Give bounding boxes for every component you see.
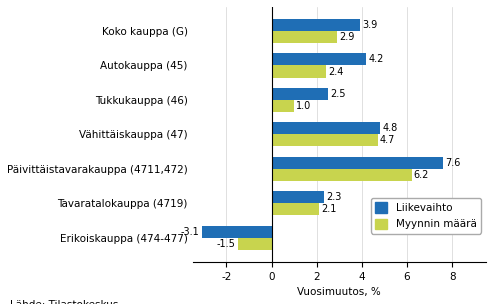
Bar <box>238 238 272 250</box>
Text: 4.2: 4.2 <box>369 54 384 64</box>
Bar <box>272 19 359 31</box>
Text: 1.0: 1.0 <box>296 101 312 111</box>
Text: 2.9: 2.9 <box>339 32 354 42</box>
Text: 4.7: 4.7 <box>380 135 395 145</box>
Text: Lähde: Tilastokeskus: Lähde: Tilastokeskus <box>10 300 118 304</box>
Text: 2.5: 2.5 <box>330 89 346 99</box>
Bar <box>272 31 337 43</box>
Bar <box>272 203 319 215</box>
Legend: Liikevaihto, Myynnin määrä: Liikevaihto, Myynnin määrä <box>371 198 481 233</box>
Text: 2.1: 2.1 <box>321 204 337 214</box>
Bar <box>272 157 443 169</box>
X-axis label: Vuosimuutos, %: Vuosimuutos, % <box>297 287 381 297</box>
Bar <box>272 88 328 100</box>
Bar <box>272 54 366 65</box>
Text: -3.1: -3.1 <box>180 227 199 237</box>
Text: 2.4: 2.4 <box>328 67 344 77</box>
Text: 3.9: 3.9 <box>362 20 377 30</box>
Text: 2.3: 2.3 <box>326 192 341 202</box>
Bar <box>272 134 378 147</box>
Bar <box>272 65 326 78</box>
Text: 4.8: 4.8 <box>382 123 397 133</box>
Text: 7.6: 7.6 <box>445 158 461 168</box>
Bar <box>202 226 272 238</box>
Text: -1.5: -1.5 <box>216 239 236 249</box>
Bar <box>272 100 294 112</box>
Bar <box>272 122 380 134</box>
Bar <box>272 191 323 203</box>
Bar <box>272 169 412 181</box>
Text: 6.2: 6.2 <box>414 170 429 180</box>
